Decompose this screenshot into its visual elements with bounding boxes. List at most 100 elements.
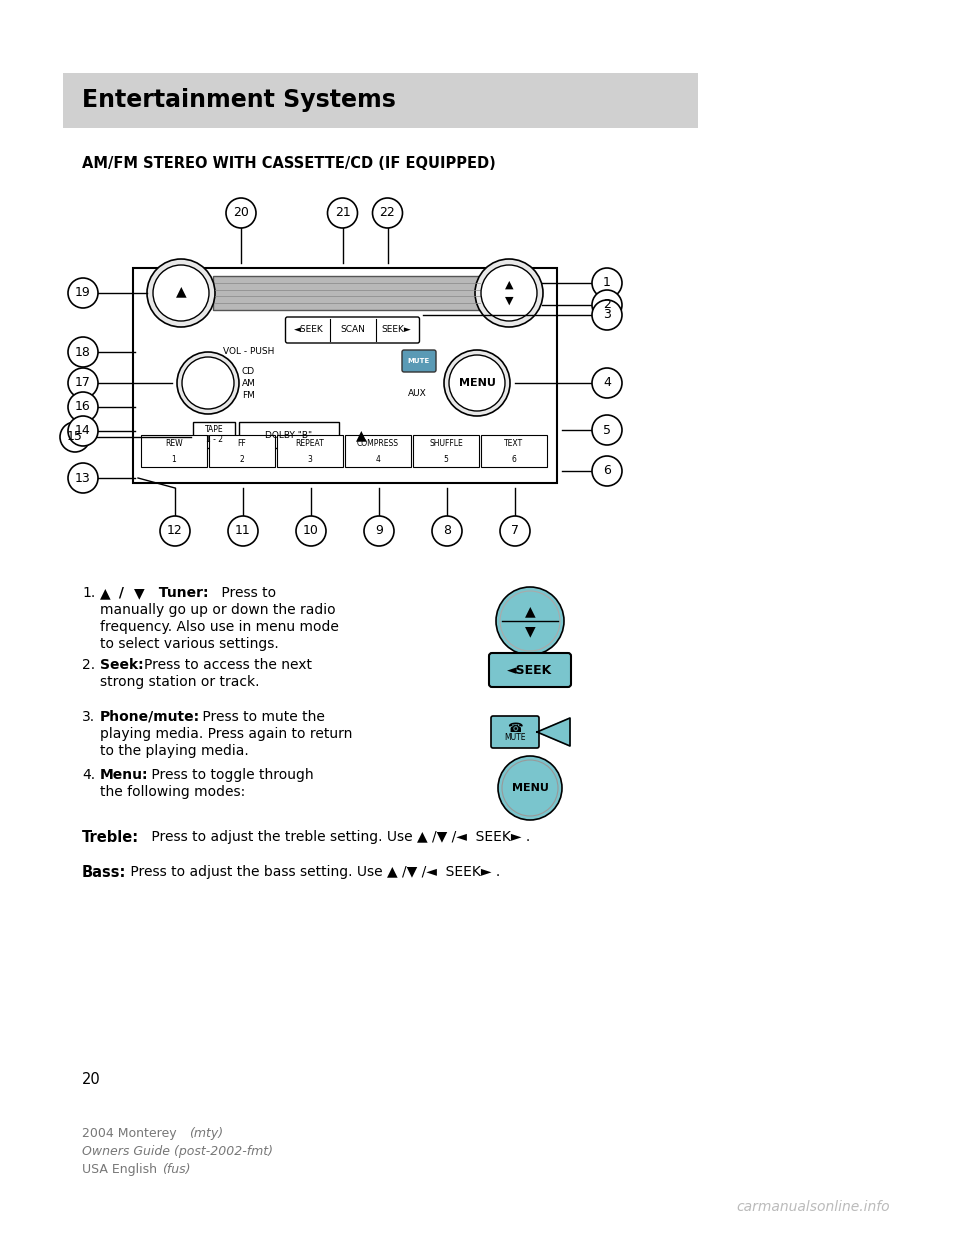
Text: 7: 7 [511, 524, 519, 538]
Text: 8: 8 [443, 524, 451, 538]
Text: playing media. Press again to return: playing media. Press again to return [100, 727, 352, 741]
Text: 12: 12 [167, 524, 182, 538]
Circle shape [364, 515, 394, 546]
Text: 11: 11 [235, 524, 251, 538]
Text: Treble:: Treble: [82, 830, 139, 845]
Circle shape [60, 422, 90, 452]
Text: Seek:: Seek: [100, 658, 144, 672]
Text: COMPRESS: COMPRESS [357, 440, 399, 448]
Text: 1: 1 [603, 277, 611, 289]
Text: MUTE: MUTE [504, 734, 526, 743]
Text: (mty): (mty) [189, 1126, 223, 1140]
Circle shape [372, 197, 402, 229]
Text: Entertainment Systems: Entertainment Systems [82, 88, 396, 113]
Circle shape [228, 515, 258, 546]
Text: FM: FM [242, 390, 254, 400]
Bar [213, 276, 482, 310]
Text: 17: 17 [75, 376, 91, 390]
Text: 18: 18 [75, 345, 91, 359]
Text: 3.: 3. [82, 710, 95, 724]
Circle shape [592, 415, 622, 445]
FancyBboxPatch shape [489, 653, 571, 687]
Circle shape [327, 197, 357, 229]
Circle shape [177, 351, 239, 414]
Circle shape [444, 350, 510, 416]
Circle shape [432, 515, 462, 546]
Circle shape [68, 368, 98, 397]
Text: MENU: MENU [459, 378, 495, 388]
Circle shape [182, 356, 234, 409]
Text: ▲: ▲ [356, 428, 367, 442]
Circle shape [449, 355, 505, 411]
Text: TEXT: TEXT [504, 440, 523, 448]
Bar [413, 435, 479, 467]
Text: MENU: MENU [512, 782, 548, 792]
Bar [133, 268, 557, 483]
Text: Press to mute the: Press to mute the [198, 710, 324, 724]
Text: AM/FM STEREO WITH CASSETTE/CD (IF EQUIPPED): AM/FM STEREO WITH CASSETTE/CD (IF EQUIPP… [82, 156, 495, 171]
Bar [239, 422, 339, 448]
Circle shape [498, 756, 562, 820]
Text: 5: 5 [444, 455, 448, 463]
Bar [193, 422, 235, 448]
Circle shape [502, 760, 558, 816]
Text: /: / [114, 586, 129, 600]
Circle shape [153, 265, 209, 320]
Text: 6: 6 [512, 455, 516, 463]
Text: ▼: ▼ [505, 296, 514, 306]
Text: ▲: ▲ [525, 604, 536, 619]
Text: TAPE: TAPE [204, 426, 224, 435]
Text: 6: 6 [603, 465, 611, 477]
Circle shape [592, 289, 622, 320]
Text: 13: 13 [75, 472, 91, 484]
Text: ▲: ▲ [176, 284, 186, 298]
Text: 2004 Monterey: 2004 Monterey [82, 1126, 180, 1140]
Text: Press to adjust the treble setting. Use ▲ /▼ /◄  SEEK► .: Press to adjust the treble setting. Use … [147, 830, 530, 845]
Text: 15: 15 [67, 431, 83, 443]
Text: REPEAT: REPEAT [296, 440, 324, 448]
Circle shape [592, 456, 622, 486]
Text: 2: 2 [603, 298, 611, 312]
Circle shape [481, 265, 537, 320]
Text: MUTE: MUTE [408, 358, 430, 364]
FancyBboxPatch shape [285, 317, 420, 343]
FancyBboxPatch shape [402, 350, 436, 373]
Polygon shape [537, 718, 570, 746]
Text: 4: 4 [603, 376, 611, 390]
Text: SEEK►: SEEK► [382, 325, 412, 334]
Text: Press to access the next: Press to access the next [144, 658, 312, 672]
Bar [209, 435, 275, 467]
Text: 19: 19 [75, 287, 91, 299]
Text: manually go up or down the radio: manually go up or down the radio [100, 604, 336, 617]
Text: to select various settings.: to select various settings. [100, 637, 278, 651]
Text: 1 - 2: 1 - 2 [205, 436, 223, 445]
Text: 5: 5 [603, 424, 611, 436]
Text: ▼: ▼ [134, 586, 145, 600]
Text: ◄SEEK: ◄SEEK [508, 663, 553, 677]
Text: AM: AM [242, 379, 256, 388]
Text: SHUFFLE: SHUFFLE [429, 440, 463, 448]
Bar [277, 435, 343, 467]
Text: Phone/mute:: Phone/mute: [100, 710, 200, 724]
Text: VOL - PUSH: VOL - PUSH [223, 348, 275, 356]
Circle shape [500, 591, 560, 651]
Text: FF: FF [238, 440, 247, 448]
Circle shape [160, 515, 190, 546]
Circle shape [68, 416, 98, 446]
Text: 3: 3 [603, 308, 611, 322]
Text: strong station or track.: strong station or track. [100, 674, 259, 689]
Text: Press to: Press to [217, 586, 276, 600]
Text: 10: 10 [303, 524, 319, 538]
Circle shape [496, 587, 564, 655]
Text: 20: 20 [233, 206, 249, 220]
Circle shape [68, 278, 98, 308]
Text: Press to toggle through: Press to toggle through [147, 768, 314, 782]
Text: Tuner:: Tuner: [149, 586, 208, 600]
FancyBboxPatch shape [491, 715, 539, 748]
Bar [63, 73, 698, 128]
Circle shape [500, 515, 530, 546]
Text: 3: 3 [307, 455, 312, 463]
Circle shape [592, 268, 622, 298]
Bar [141, 435, 207, 467]
Text: 4.: 4. [82, 768, 95, 782]
